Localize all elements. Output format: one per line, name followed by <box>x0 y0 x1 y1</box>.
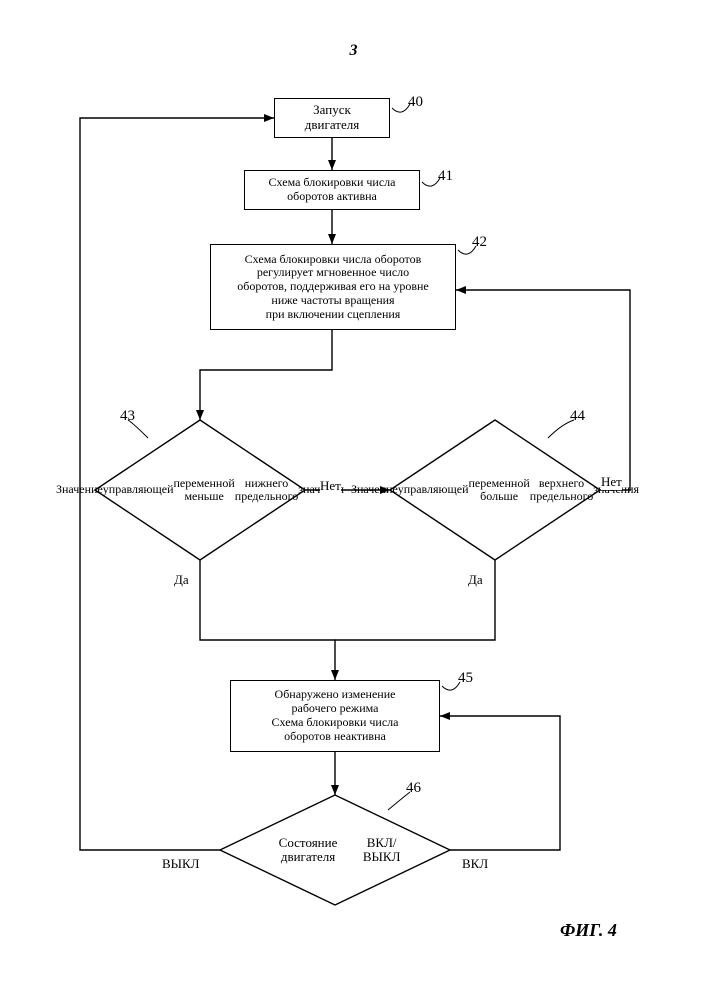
ref-43: 43 <box>120 408 135 425</box>
page-number: 3 <box>0 42 707 60</box>
edge-label: Нет <box>320 478 341 494</box>
decision-engine-state: Состояние двигателяВКЛ/ВЫКЛ <box>220 795 450 905</box>
decision-lower-limit: Значениеуправляющейпеременной меньшенижн… <box>95 420 305 560</box>
decision-upper-limit: Значениеуправляющейпеременной большеверх… <box>390 420 600 560</box>
ref-46: 46 <box>406 780 421 797</box>
decision-lower-limit-label: Значениеуправляющейпеременной меньшенижн… <box>95 420 305 560</box>
edge-label: Да <box>174 572 189 588</box>
ref-41: 41 <box>438 168 453 185</box>
ref-42: 42 <box>472 234 487 251</box>
ref-45: 45 <box>458 670 473 687</box>
decision-engine-state-label: Состояние двигателяВКЛ/ВЫКЛ <box>220 795 450 905</box>
decision-upper-limit-label: Значениеуправляющейпеременной большеверх… <box>390 420 600 560</box>
ref-40: 40 <box>408 94 423 111</box>
edge-label: Да <box>468 572 483 588</box>
page: { "page": { "number": "3", "number_fonts… <box>0 0 707 1000</box>
edge-label: ВЫКЛ <box>162 856 200 872</box>
node-lock-scheme-regulates: Схема блокировки числа оборотоврегулируе… <box>210 244 456 330</box>
node-lock-scheme-active: Схема блокировки числаоборотов активна <box>244 170 420 210</box>
figure-caption: ФИГ. 4 <box>560 920 617 941</box>
ref-44: 44 <box>570 408 585 425</box>
edge-label: ВКЛ <box>462 856 488 872</box>
node-start-engine: Запускдвигателя <box>274 98 390 138</box>
node-mode-change-detected: Обнаружено изменениерабочего режимаСхема… <box>230 680 440 752</box>
edge-label: Нет <box>601 474 622 490</box>
